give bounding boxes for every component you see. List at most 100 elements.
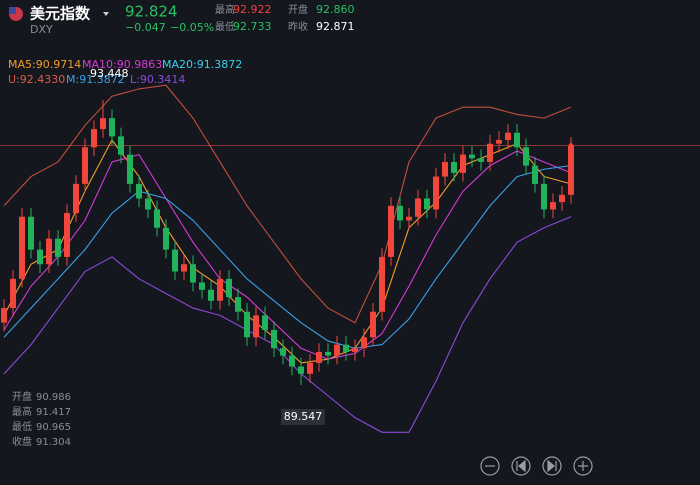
candle-body xyxy=(28,216,34,250)
candle-body xyxy=(271,329,277,349)
candle-body xyxy=(451,161,457,173)
stat-value: 92.860 xyxy=(316,3,355,16)
info-label: 开盘 xyxy=(12,390,32,403)
candle-body xyxy=(460,154,466,173)
info-label: 最低 xyxy=(12,420,32,433)
indicator-line xyxy=(3,216,572,433)
candle-body xyxy=(298,366,304,374)
legend-entry: MA5:90.9714 xyxy=(8,58,81,71)
stat-label: 最低 xyxy=(215,20,235,33)
candle-body xyxy=(91,129,97,148)
candle-body xyxy=(388,205,394,257)
candle-body xyxy=(37,249,43,265)
zoom-out[interactable] xyxy=(480,456,500,476)
candle-body xyxy=(550,202,556,210)
candle-body xyxy=(352,348,358,352)
indicator-line xyxy=(3,165,572,349)
candle-body xyxy=(514,132,520,148)
candle-body xyxy=(478,158,484,162)
info-box: 开盘 90.986 最高 91.417 最低 90.965 收盘 91.304 xyxy=(12,390,71,448)
candle-body xyxy=(379,256,385,312)
candle-body xyxy=(181,264,187,272)
stat-label: 最高 xyxy=(215,3,235,16)
legend-entry: MA20:91.3872 xyxy=(162,58,242,71)
candle-body xyxy=(280,348,286,356)
candle-body xyxy=(154,209,160,228)
dropdown[interactable] xyxy=(103,12,109,16)
candle-body xyxy=(370,311,376,338)
info-label: 最高 xyxy=(12,405,32,418)
stat-value: 92.922 xyxy=(233,3,272,16)
candle-body xyxy=(253,315,259,338)
candle-body xyxy=(406,216,412,221)
info-value: 90.965 xyxy=(36,422,71,433)
candle-body xyxy=(523,147,529,166)
candle-body xyxy=(397,205,403,221)
candle-body xyxy=(568,145,574,195)
candle-body xyxy=(262,315,268,330)
candle-body xyxy=(82,147,88,184)
info-label: 收盘 xyxy=(12,435,32,448)
next[interactable] xyxy=(542,456,562,476)
change: −0.047 xyxy=(125,21,166,34)
code: DXY xyxy=(30,23,53,36)
legend-entry: U:92.4330 xyxy=(8,73,65,86)
candle-body xyxy=(235,297,241,312)
candle-body xyxy=(289,355,295,367)
candle-body xyxy=(10,278,16,309)
candle-body xyxy=(55,238,61,257)
stat-label: 昨收 xyxy=(288,20,308,33)
candle-body xyxy=(73,183,79,214)
prev[interactable] xyxy=(511,456,531,476)
candle-body xyxy=(226,278,232,298)
candle-body xyxy=(190,264,196,283)
candle-body xyxy=(469,154,475,159)
title: 美元指数 xyxy=(30,5,91,23)
candle-body xyxy=(505,132,511,141)
candle-body xyxy=(559,194,565,203)
info-value: 90.986 xyxy=(36,392,71,403)
price: 92.824 xyxy=(125,3,178,21)
min-label: 89.547 xyxy=(284,410,323,423)
candle-body xyxy=(172,249,178,272)
info-value: 91.304 xyxy=(36,437,71,448)
candle-body xyxy=(487,143,493,162)
candle-body xyxy=(118,136,124,155)
candle-body xyxy=(19,216,25,279)
candle-body xyxy=(325,351,331,356)
change-pct: −0.05% xyxy=(170,21,214,34)
candle-body xyxy=(424,198,430,210)
legend-entry: M:91.3872 xyxy=(66,73,125,86)
candle-body xyxy=(415,198,421,217)
candle-body xyxy=(199,282,205,290)
candle-body xyxy=(334,344,340,356)
zoom-in[interactable] xyxy=(573,456,593,476)
candle-body xyxy=(496,140,502,144)
candle-body xyxy=(64,213,70,257)
candle-body xyxy=(100,118,106,130)
indicator-line xyxy=(3,139,572,364)
candle-body xyxy=(316,351,322,363)
candle-body xyxy=(163,227,169,250)
max-label: 93.448 xyxy=(90,67,129,80)
candle-body xyxy=(433,176,439,210)
controls xyxy=(480,456,593,476)
flag xyxy=(9,7,23,21)
stat-value: 92.733 xyxy=(233,20,272,33)
candle-body xyxy=(136,183,142,199)
info-value: 91.417 xyxy=(36,407,71,418)
indicator-line xyxy=(3,84,572,324)
candle-body xyxy=(127,154,133,184)
candle-body xyxy=(217,278,223,301)
candle-body xyxy=(145,198,151,210)
stat-value: 92.871 xyxy=(316,20,355,33)
min-label-box xyxy=(281,409,325,425)
candle-body xyxy=(541,183,547,210)
legend-entry: MA10:90.9863 xyxy=(82,58,162,71)
indicator-line xyxy=(3,150,572,360)
legend-entry: L:90.3414 xyxy=(130,73,185,86)
candle-body xyxy=(532,165,538,184)
candle-body xyxy=(361,337,367,349)
plot: 89.547 xyxy=(0,84,700,433)
